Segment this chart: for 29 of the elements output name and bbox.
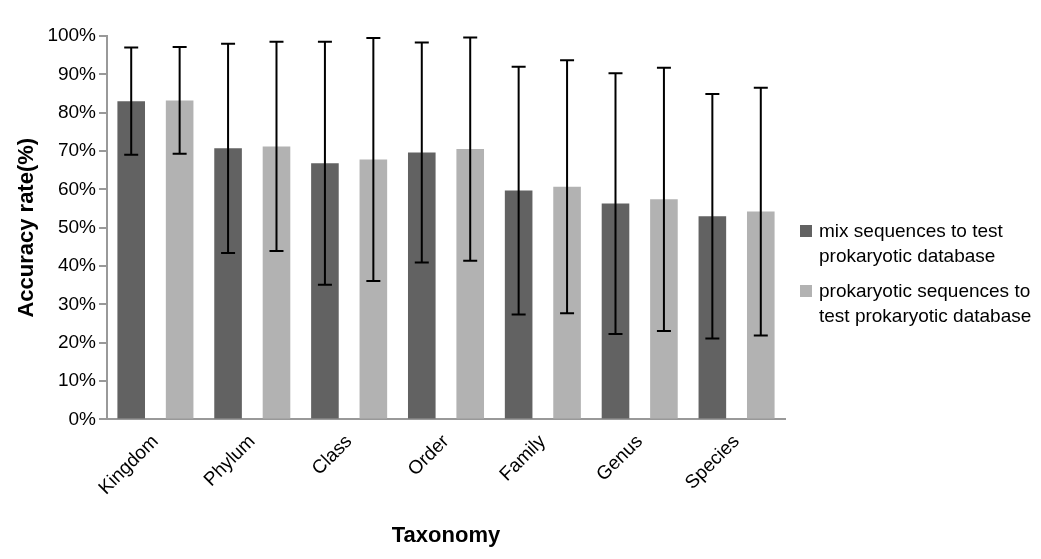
bar <box>407 152 436 419</box>
bar <box>650 199 678 419</box>
bar <box>698 216 727 419</box>
y-axis-title: Accuracy rate(%) <box>13 137 39 318</box>
y-tick-label: 40% <box>57 254 97 276</box>
bar <box>214 148 242 419</box>
y-tick-label: 80% <box>57 100 97 122</box>
bar <box>746 211 775 419</box>
bar <box>359 159 388 419</box>
y-tick-label: 70% <box>57 139 97 161</box>
y-tick-label: 30% <box>57 292 97 314</box>
bar <box>553 186 581 419</box>
bar <box>504 190 533 419</box>
bar <box>117 101 146 419</box>
legend-label: prokaryotic sequences to test prokaryotic database <box>819 279 1033 328</box>
bar <box>262 146 291 419</box>
bar <box>456 149 485 419</box>
y-tick-label: 50% <box>57 215 97 237</box>
bar <box>311 163 339 419</box>
y-tick-label: 60% <box>57 177 97 199</box>
bar <box>601 203 630 419</box>
y-tick-label: 100% <box>47 24 97 46</box>
y-tick-label: 10% <box>57 369 97 391</box>
y-tick-label: 90% <box>57 62 97 84</box>
x-axis-title: Taxonomy <box>391 521 501 547</box>
bar <box>165 100 194 419</box>
y-tick-label: 0% <box>68 407 97 429</box>
legend-label: mix sequences to test prokaryotic database <box>819 219 1004 268</box>
y-tick-label: 20% <box>57 331 97 352</box>
